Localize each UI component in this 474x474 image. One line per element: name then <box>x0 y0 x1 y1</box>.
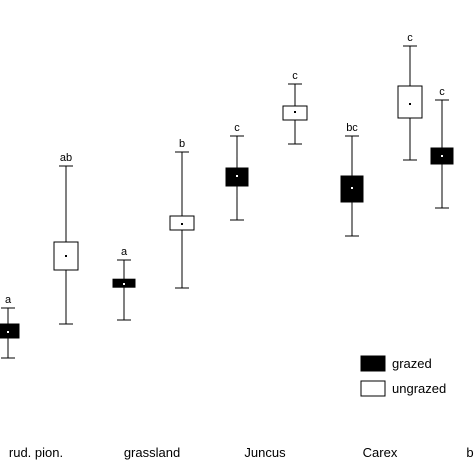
mean-marker <box>7 331 9 333</box>
mean-marker <box>294 111 296 113</box>
mean-marker <box>351 187 353 189</box>
box-grazed-4: c <box>430 86 454 209</box>
mean-marker <box>409 103 411 105</box>
box-grazed-3: bc <box>340 122 364 237</box>
box-grazed-2: c <box>225 122 249 221</box>
significance-label: ab <box>60 152 72 164</box>
significance-label: c <box>234 122 240 134</box>
series-grazed: a a c bc c <box>0 86 454 359</box>
legend: grazed ungrazed <box>360 355 446 397</box>
mean-marker <box>441 155 443 157</box>
box-ungrazed-3: c <box>397 32 423 161</box>
significance-label: b <box>179 138 185 150</box>
legend-label: grazed <box>392 356 432 371</box>
mean-marker <box>65 255 67 257</box>
box-grazed-1: a <box>112 246 136 321</box>
category-labels: rud. pion. grassland Juncus Carex b <box>9 445 474 460</box>
significance-label: bc <box>346 122 358 134</box>
category-label-1: grassland <box>124 445 180 460</box>
category-label-0: rud. pion. <box>9 445 63 460</box>
legend-swatch <box>360 355 386 372</box>
box-grazed-0: a <box>0 294 20 359</box>
mean-marker <box>123 283 125 285</box>
mean-marker <box>181 223 183 225</box>
category-label-4: b <box>466 445 473 460</box>
box-rect <box>0 323 20 339</box>
box-ungrazed-2: c <box>282 70 308 145</box>
significance-label: c <box>407 32 413 44</box>
legend-item-grazed: grazed <box>360 355 432 372</box>
category-label-2: Juncus <box>244 445 286 460</box>
significance-label: c <box>292 70 298 82</box>
box-rect <box>397 85 423 119</box>
box-ungrazed-1: b <box>169 138 195 289</box>
mean-marker <box>236 175 238 177</box>
legend-item-ungrazed: ungrazed <box>360 380 446 397</box>
significance-label: c <box>439 86 445 98</box>
box-ungrazed-0: ab <box>53 152 79 325</box>
significance-label: a <box>5 294 12 306</box>
legend-swatch <box>360 380 386 397</box>
category-label-3: Carex <box>363 445 398 460</box>
legend-label: ungrazed <box>392 381 446 396</box>
significance-label: a <box>121 246 128 258</box>
